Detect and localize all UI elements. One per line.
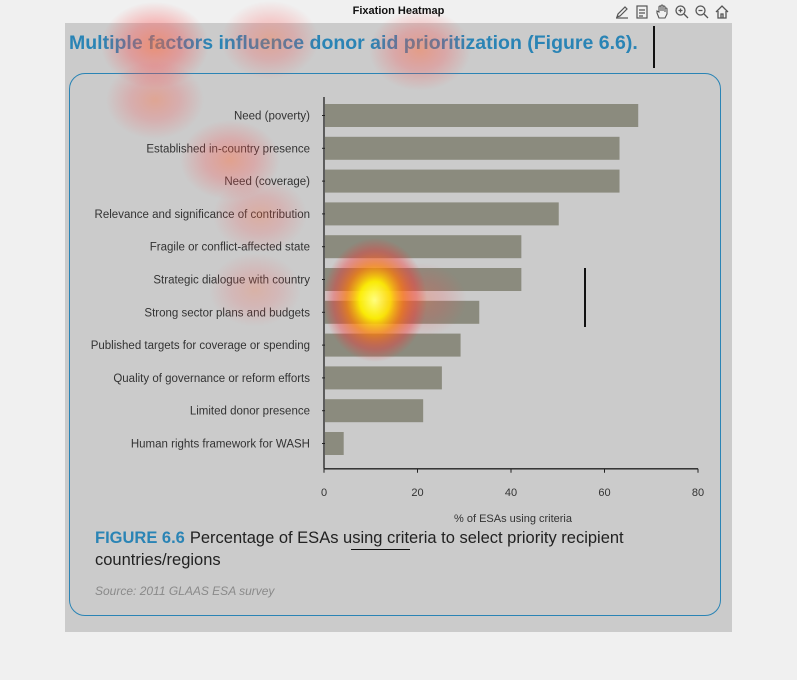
category-label: Quality of governance or reform efforts xyxy=(113,373,310,385)
figure-caption: FIGURE 6.6 Percentage of ESAs using crite… xyxy=(95,527,695,571)
category-label: Need (coverage) xyxy=(224,176,310,188)
x-axis-label: % of ESAs using criteria xyxy=(454,513,573,525)
bar xyxy=(325,366,442,390)
bar xyxy=(325,202,559,226)
caption-text: Percentage of ESAs using criteria to sel… xyxy=(95,529,624,569)
underline-mark xyxy=(351,549,410,550)
category-label: Published targets for coverage or spendi… xyxy=(91,340,310,352)
category-label: Strong sector plans and budgets xyxy=(144,307,310,319)
category-label: Limited donor presence xyxy=(190,406,310,418)
category-label: Strategic dialogue with country xyxy=(153,275,310,287)
home-icon[interactable] xyxy=(712,2,731,21)
figure-panel: Multiple factors influence donor aid pri… xyxy=(65,23,732,632)
bar xyxy=(325,235,522,259)
x-tick-label: 80 xyxy=(692,487,704,499)
category-label: Fragile or conflict-affected state xyxy=(150,242,310,254)
edit-pen-icon[interactable] xyxy=(612,2,631,21)
bar xyxy=(325,399,424,423)
category-label: Established in-country presence xyxy=(146,143,310,155)
page-heading: Multiple factors influence donor aid pri… xyxy=(69,32,638,54)
category-label: Human rights framework for WASH xyxy=(131,439,310,451)
pan-hand-icon[interactable] xyxy=(652,2,671,21)
figure-label: FIGURE 6.6 xyxy=(95,529,185,547)
zoom-out-icon[interactable] xyxy=(692,2,711,21)
category-label: Relevance and significance of contributi… xyxy=(95,209,310,221)
bar xyxy=(325,268,522,291)
text-cursor xyxy=(584,268,586,327)
source-note: Source: 2011 GLAAS ESA survey xyxy=(95,584,275,598)
bar xyxy=(325,432,344,455)
figure-toolbar xyxy=(612,2,731,21)
category-label: Need (poverty) xyxy=(234,111,310,123)
bar xyxy=(325,169,620,193)
x-tick-label: 20 xyxy=(411,487,423,499)
text-cursor xyxy=(653,26,655,68)
bar xyxy=(325,104,639,127)
x-tick-label: 0 xyxy=(321,487,327,499)
bar xyxy=(325,136,620,160)
zoom-in-icon[interactable] xyxy=(672,2,691,21)
data-cursor-icon[interactable] xyxy=(632,2,651,21)
x-tick-label: 60 xyxy=(598,487,610,499)
x-tick-label: 40 xyxy=(505,487,517,499)
bar xyxy=(325,300,480,324)
bar xyxy=(325,333,461,357)
